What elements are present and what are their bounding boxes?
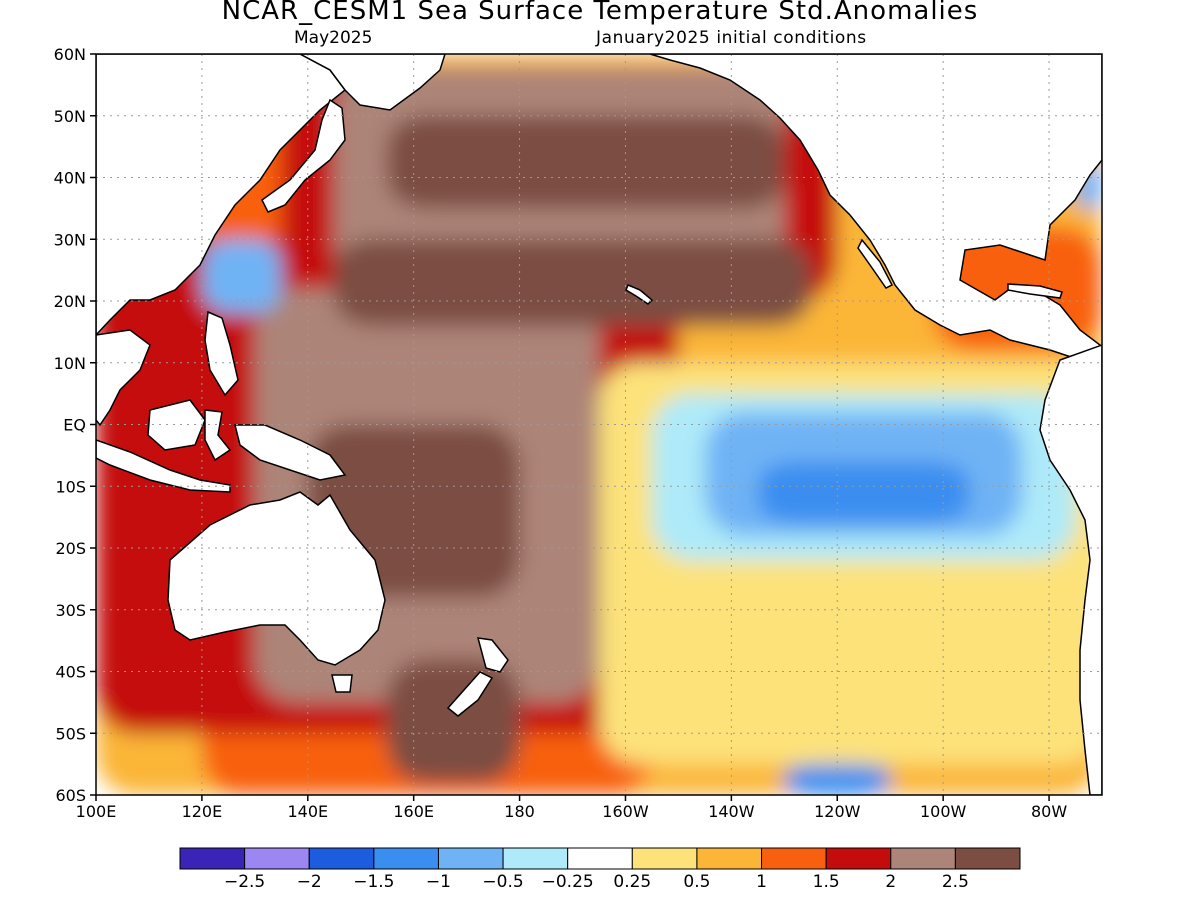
map-gridlines (96, 54, 1102, 795)
lat-tick-label: 20N (54, 292, 86, 311)
lon-tick-label: 180 (504, 802, 535, 821)
lon-tick-label: 140W (708, 802, 755, 821)
colorbar-swatch (373, 847, 439, 870)
lat-tick-label: 30N (54, 230, 86, 249)
colorbar-swatch (179, 847, 246, 870)
colorbar-swatch (567, 847, 633, 870)
land-north-america (649, 54, 1102, 361)
lon-tick-label: 100E (76, 802, 117, 821)
lat-tick-label: 40S (55, 663, 86, 682)
valid-month-label: May2025 (294, 28, 373, 48)
colorbar-label: −2 (297, 872, 322, 892)
colorbar-swatch (437, 847, 504, 870)
lat-tick-label: 30S (55, 601, 86, 620)
colorbar-label: −1.5 (353, 872, 394, 892)
lat-tick-label: 50S (55, 724, 86, 743)
lat-tick-label: 50N (54, 107, 86, 126)
map-plot-area (96, 54, 1102, 795)
land-tasmania (331, 674, 353, 693)
colorbar-label: −2.5 (224, 872, 265, 892)
colorbar-label: −0.25 (542, 872, 594, 892)
lon-tick-label: 160E (393, 802, 434, 821)
land-new-guinea (234, 424, 347, 481)
initial-conditions-label: January2025 initial conditions (596, 28, 867, 48)
colorbar-swatch (954, 847, 1021, 870)
land-layer (96, 54, 1102, 795)
colorbar-label: 0.25 (613, 872, 651, 892)
lon-tick-label: 140E (287, 802, 328, 821)
land-baja (857, 238, 894, 289)
colorbar-swatch (631, 847, 698, 870)
lat-tick-label: 10N (54, 354, 86, 373)
land-hawaii (625, 284, 654, 305)
anomaly-region (201, 239, 282, 314)
map-title: NCAR_CESM1 Sea Surface Temperature Std.A… (221, 0, 979, 26)
colorbar-label: 2 (885, 872, 896, 892)
lon-tick-label: 120W (814, 802, 861, 821)
land-kamchatka (299, 54, 446, 111)
anomaly-region (784, 764, 891, 795)
lat-tick-label: 60N (54, 45, 86, 64)
land-south-america (1039, 344, 1102, 795)
lat-tick-label: EQ (63, 416, 86, 435)
land-sulawesi (204, 409, 232, 462)
lon-tick-label: 120E (182, 802, 223, 821)
land-new-zealand-south (446, 671, 494, 717)
lat-tick-label: 40N (54, 169, 86, 188)
land-japan (261, 98, 346, 213)
colorbar-swatch (761, 847, 827, 870)
land-borneo (147, 399, 206, 451)
colorbar-swatch (890, 847, 956, 870)
colorbar-swatch (696, 847, 763, 870)
lon-tick-label: 80W (1031, 802, 1067, 821)
colorbar-label: −1 (426, 872, 451, 892)
land-indochina (96, 329, 151, 427)
lon-tick-label: 160W (602, 802, 649, 821)
map-axes: 60N50N40N30N20N10NEQ10S20S30S40S50S60S10… (54, 45, 1068, 821)
colorbar-label: 0.5 (683, 872, 710, 892)
colorbar-label: −0.5 (482, 872, 523, 892)
anomaly-region (387, 115, 785, 209)
lat-tick-label: 20S (55, 539, 86, 558)
land-java (96, 439, 231, 493)
anomaly-region (757, 461, 970, 524)
lon-tick-label: 100W (920, 802, 967, 821)
colorbar-swatch (308, 847, 375, 870)
colorbar-swatch (825, 847, 892, 870)
land-new-zealand-north (476, 637, 509, 673)
land-cuba (1007, 283, 1063, 299)
land-philippines (204, 310, 239, 397)
colorbar-label: 2.5 (942, 872, 969, 892)
lat-tick-label: 10S (55, 477, 86, 496)
anomaly-region (334, 239, 811, 326)
colorbar: −2.5 −2 −1.5 −1 −0.5 −0.25 0.25 0.5 1 1.5 2 2.5 (179, 847, 1021, 892)
colorbar-swatch (244, 847, 310, 870)
colorbar-swatch (502, 847, 569, 870)
colorbar-label: 1 (756, 872, 767, 892)
colorbar-label: 1.5 (813, 872, 840, 892)
lat-tick-label: 60S (55, 786, 86, 805)
anomaly-region (387, 659, 520, 783)
land-australia (167, 491, 386, 666)
